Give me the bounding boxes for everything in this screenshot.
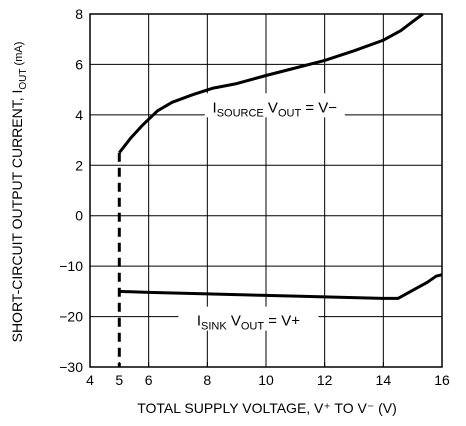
annotation-part: V — [264, 99, 278, 116]
y-tick-label: −30 — [59, 359, 83, 375]
annotation-part: V — [227, 313, 241, 330]
x-tick-label: 5 — [115, 372, 123, 388]
y-axis-title: SHORT-CIRCUIT OUTPUT CURRENT, IOUT (mA) — [9, 42, 29, 343]
x-tick-label: 12 — [317, 372, 333, 388]
annotation-source-background — [204, 93, 345, 118]
x-tick-label: 10 — [258, 372, 274, 388]
y-axis-title-unit: (mA) — [13, 42, 25, 69]
series-source — [118, 12, 424, 154]
annotation-source: ISOURCE VOUT = V− — [213, 99, 338, 119]
y-tick-label: −20 — [59, 309, 83, 325]
annotations: ISOURCE VOUT = V−ISINK VOUT = V+ — [178, 93, 345, 333]
y-tick-label: 8 — [75, 6, 83, 22]
annotation-part: SINK — [201, 321, 227, 333]
annotation-part: OUT — [278, 107, 302, 119]
x-tick-label: 8 — [203, 372, 211, 388]
y-axis-title-sub: OUT — [18, 68, 29, 89]
y-axis-title-main: SHORT-CIRCUIT OUTPUT CURRENT, I — [9, 90, 25, 343]
x-tick-label: 4 — [86, 372, 94, 388]
annotation-part: = V+ — [264, 313, 300, 330]
series-sink — [119, 273, 443, 300]
x-axis-title: TOTAL SUPPLY VOLTAGE, V⁺ TO V⁻ (V) — [137, 400, 397, 416]
y-tick-label: 4 — [75, 107, 83, 123]
y-tick-labels: 8 6 4 2 0 −10 −20 −30 — [59, 6, 83, 375]
series — [117, 12, 443, 367]
annotation-sink: ISINK VOUT = V+ — [197, 313, 300, 333]
x-tick-label: 6 — [145, 372, 153, 388]
annotation-part: = V− — [301, 99, 337, 116]
y-tick-label: −10 — [59, 258, 83, 274]
x-tick-label: 14 — [376, 372, 392, 388]
y-tick-label: 0 — [75, 208, 83, 224]
annotation-part: I — [197, 313, 201, 330]
annotation-part: SOURCE — [217, 107, 264, 119]
annotation-part: OUT — [241, 321, 265, 333]
annotation-sink-background — [178, 306, 319, 331]
x-tick-labels: 4 5 6 8 10 12 14 16 — [86, 362, 450, 388]
y-tick-label: 6 — [75, 56, 83, 72]
y-tick-label: 2 — [75, 157, 83, 173]
x-tick-label: 16 — [434, 372, 450, 388]
annotation-part: I — [213, 99, 217, 116]
